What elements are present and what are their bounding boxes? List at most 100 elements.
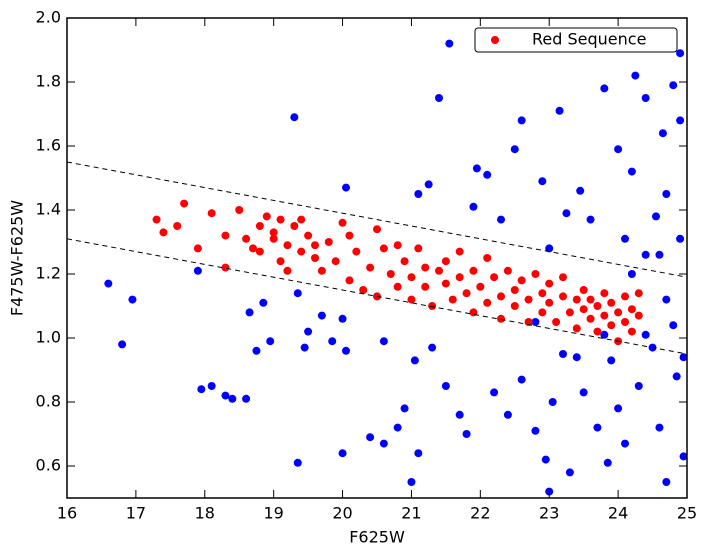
point [503,266,512,275]
x-tick-label: 20 [332,504,352,523]
point [483,298,492,307]
point [304,231,313,240]
point [448,295,457,304]
point [469,266,478,275]
point [510,145,519,154]
point [472,164,481,173]
point [441,279,450,288]
point [545,244,554,253]
point [483,170,492,179]
point [276,257,285,266]
point [342,183,350,192]
point [531,426,540,435]
point [641,250,650,259]
point [600,330,609,339]
point [297,215,306,224]
point [207,209,216,218]
point [621,234,629,243]
point [552,318,561,326]
point [379,244,388,253]
plot-frame [66,17,688,499]
y-tick-label: 2.0 [36,8,61,27]
point [572,295,581,304]
y-tick-label: 0.6 [36,456,61,475]
point [180,199,189,208]
point [565,468,574,477]
point [317,266,326,275]
point [621,292,629,301]
point [259,298,268,307]
point [510,302,519,310]
point [586,215,595,224]
point [345,276,354,285]
point [283,266,292,275]
point [428,302,437,310]
point [559,292,567,301]
point [476,282,485,291]
legend-marker [491,36,499,44]
point [483,254,492,262]
point [510,286,519,294]
point [455,410,464,419]
point [555,106,564,115]
point [338,218,347,227]
point [311,241,319,250]
point [193,266,202,275]
point [235,206,244,214]
point [634,289,643,298]
point [373,225,381,234]
point [490,388,499,397]
point [242,394,251,403]
point [641,94,650,102]
point [662,478,671,486]
point [414,449,423,458]
point [252,346,261,355]
point [634,311,643,320]
point [276,215,285,224]
point [538,177,547,186]
point [614,404,623,413]
point [531,318,540,326]
point [393,241,402,250]
point [517,116,526,125]
plot-area [67,39,687,496]
point [359,286,368,294]
point [614,308,623,317]
point [193,244,202,253]
point [593,327,602,336]
point [600,311,609,320]
point [676,49,685,58]
point [586,314,595,323]
point [676,234,685,243]
point [576,186,585,195]
point [531,270,540,278]
point [679,452,687,461]
point [255,222,264,230]
point [621,318,629,326]
point [428,343,437,352]
point [435,266,443,275]
point [262,212,271,221]
point [548,398,557,406]
point [497,314,505,323]
y-tick-label: 1.2 [36,264,61,283]
point [679,353,687,362]
point [579,305,588,314]
point [324,238,333,246]
point [118,340,127,349]
point [249,244,257,253]
point [328,337,337,346]
point [221,231,230,240]
point [207,382,216,390]
point [631,71,640,80]
point [379,337,388,346]
point [586,295,595,304]
point [338,449,347,458]
point [414,244,423,253]
point [676,116,685,125]
point [545,279,554,288]
y-tick-label: 1.4 [36,200,61,219]
point [652,212,660,221]
point [304,327,313,336]
x-tick-label: 17 [126,504,146,523]
